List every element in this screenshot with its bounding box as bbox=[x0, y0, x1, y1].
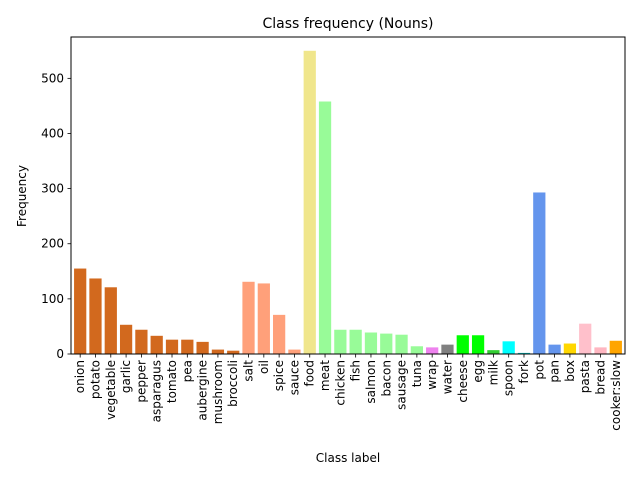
bar-salt bbox=[242, 281, 255, 354]
x-tick-label: asparagus bbox=[150, 360, 164, 422]
x-axis: onion potato vegetable garlic pepper asparagu… bbox=[73, 354, 623, 431]
x-tick-label: wrap bbox=[425, 360, 439, 390]
bar-oil bbox=[257, 283, 270, 354]
bar-tomato bbox=[165, 339, 179, 354]
bars-group bbox=[74, 50, 622, 354]
bar-aubergine bbox=[196, 341, 209, 354]
bar-pea bbox=[181, 339, 194, 354]
x-tick-label: salt bbox=[242, 360, 256, 382]
bar-pot bbox=[533, 192, 546, 354]
x-tick-label: tuna bbox=[410, 360, 424, 387]
x-axis-title: Class label bbox=[316, 451, 380, 465]
y-tick-label: 400 bbox=[41, 126, 64, 140]
x-tick-label: box bbox=[563, 360, 577, 382]
bar-asparagus bbox=[150, 335, 163, 354]
x-tick-label: spice bbox=[272, 360, 286, 391]
bar-food bbox=[303, 50, 316, 354]
bar-box bbox=[563, 343, 577, 354]
x-tick-label: vegetable bbox=[104, 360, 118, 420]
bar-spoon bbox=[502, 341, 515, 354]
y-tick-label: 300 bbox=[41, 182, 64, 196]
x-tick-label: cheese bbox=[456, 360, 470, 403]
x-tick-label: meat bbox=[318, 360, 332, 391]
bar-milk bbox=[487, 350, 500, 354]
x-tick-label: sauce bbox=[287, 360, 301, 395]
x-tick-label: fork bbox=[517, 360, 531, 384]
bar-egg bbox=[471, 335, 485, 354]
x-tick-label: pea bbox=[180, 360, 194, 382]
bar-sausage bbox=[395, 334, 408, 354]
x-tick-label: fish bbox=[349, 360, 363, 381]
x-tick-label: cooker:slow bbox=[609, 360, 623, 431]
bar-potato bbox=[89, 278, 102, 354]
bar-meat bbox=[318, 101, 332, 354]
y-tick-label: 0 bbox=[56, 347, 64, 361]
bar-spice bbox=[273, 314, 286, 354]
x-tick-label: garlic bbox=[119, 360, 133, 393]
x-tick-label: pan bbox=[548, 360, 562, 383]
y-axis: 0 100 200 300 400 500 bbox=[41, 71, 71, 361]
bar-fish bbox=[349, 329, 362, 354]
bar-broccoli bbox=[227, 350, 240, 354]
bar-chicken bbox=[334, 329, 347, 354]
y-tick-label: 500 bbox=[41, 71, 64, 85]
bar-water bbox=[441, 344, 454, 354]
bar-vegetable bbox=[104, 287, 117, 354]
x-tick-label: chicken bbox=[333, 360, 347, 406]
x-tick-label: spoon bbox=[502, 360, 516, 396]
bar-pepper bbox=[135, 329, 148, 354]
x-tick-label: bread bbox=[594, 360, 608, 395]
x-tick-label: tomato bbox=[165, 360, 179, 403]
bar-sauce bbox=[288, 349, 301, 354]
x-tick-label: aubergine bbox=[196, 360, 210, 421]
bar-wrap bbox=[426, 347, 439, 354]
x-tick-label: milk bbox=[486, 360, 500, 385]
bar-bacon bbox=[380, 333, 393, 354]
x-tick-label: bacon bbox=[379, 360, 393, 397]
x-tick-label: sausage bbox=[395, 360, 409, 410]
bar-fork bbox=[517, 352, 531, 354]
bar-tuna bbox=[410, 346, 423, 354]
x-tick-label: potato bbox=[88, 360, 102, 399]
x-tick-label: food bbox=[303, 360, 317, 387]
x-tick-label: egg bbox=[471, 360, 485, 383]
x-tick-label: water bbox=[440, 360, 454, 394]
bar-onion bbox=[74, 268, 87, 354]
bar-pasta bbox=[579, 323, 592, 354]
x-tick-label: mushroom bbox=[211, 360, 225, 424]
bar-garlic bbox=[119, 324, 133, 354]
bar-cheese bbox=[456, 335, 469, 354]
chart-title: Class frequency (Nouns) bbox=[263, 16, 434, 32]
bar-salmon bbox=[364, 332, 378, 354]
y-axis-title: Frequency bbox=[15, 165, 29, 227]
bar-pan bbox=[548, 344, 561, 354]
y-tick-label: 100 bbox=[41, 292, 64, 306]
y-tick-label: 200 bbox=[41, 237, 64, 251]
x-tick-label: onion bbox=[73, 360, 87, 393]
x-tick-label: pasta bbox=[578, 360, 592, 393]
plot-frame bbox=[70, 36, 626, 355]
x-tick-label: pot bbox=[532, 360, 546, 380]
x-tick-label: salmon bbox=[364, 360, 378, 404]
bar-bread bbox=[594, 347, 607, 354]
bar-mushroom bbox=[211, 349, 225, 354]
bar-cooker-slow bbox=[609, 340, 622, 354]
x-tick-label: broccoli bbox=[226, 360, 240, 407]
x-tick-label: pepper bbox=[134, 360, 148, 403]
x-tick-label: oil bbox=[257, 360, 271, 374]
